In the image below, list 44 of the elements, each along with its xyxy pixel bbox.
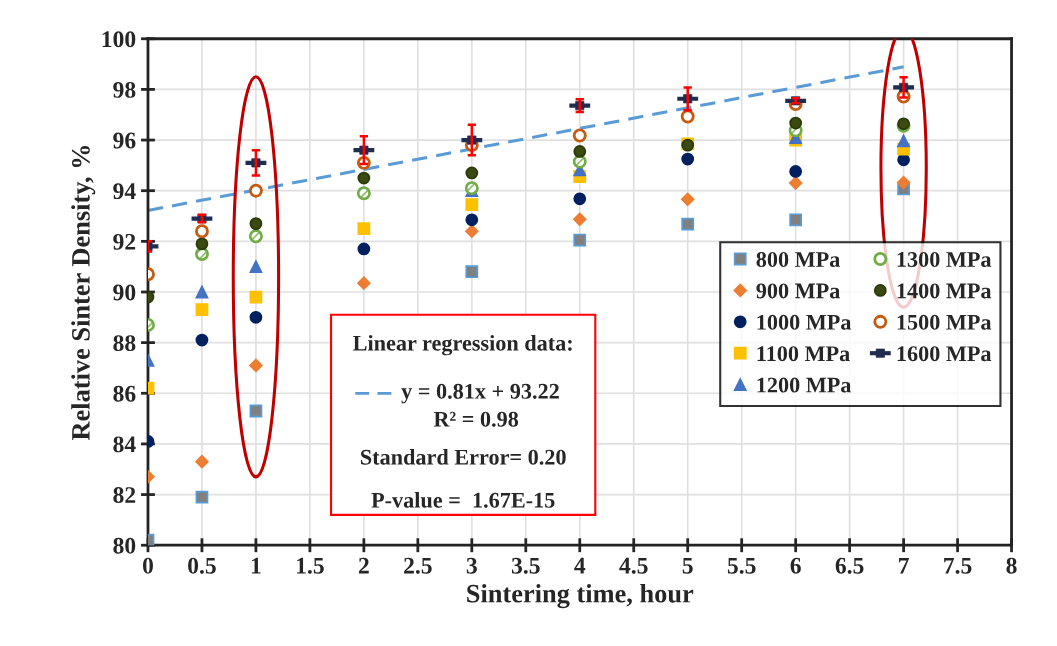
legend-label: 1500 MPa xyxy=(897,314,992,330)
y-axis-title: Relative Sinter Density, % xyxy=(71,145,96,441)
y-tick-label: 90 xyxy=(113,284,136,301)
y-tick-label: 86 xyxy=(113,385,136,402)
x-tick-label: 4.5 xyxy=(619,557,648,574)
legend-label: 800 MPa xyxy=(756,251,840,267)
x-tick-label: 2 xyxy=(358,557,369,574)
y-tick-label: 84 xyxy=(113,436,136,453)
legend-label: 1100 MPa xyxy=(757,346,850,362)
y-tick-label: 96 xyxy=(113,132,136,149)
x-tick-label: 0.5 xyxy=(188,557,216,574)
annotation: R² = 0.98 xyxy=(433,411,519,427)
annotation: y = 0.81x + 93.22 xyxy=(401,383,559,404)
x-tick-label: 2.5 xyxy=(404,557,432,574)
annotation: Linear regression data: xyxy=(353,335,572,356)
annotation: P-value = 1.67E-15 xyxy=(371,492,555,508)
y-tick-label: 100 xyxy=(102,31,136,48)
x-tick-label: 1.5 xyxy=(297,557,324,574)
y-tick-label: 80 xyxy=(113,537,136,554)
legend-label: 1300 MPa xyxy=(897,251,992,267)
x-tick-label: 5 xyxy=(682,557,693,574)
legend-label: 1000 MPa xyxy=(757,314,852,330)
legend-label: 1600 MPa xyxy=(897,346,992,362)
x-tick-label: 0 xyxy=(142,557,153,574)
x-tick-label: 8 xyxy=(1006,557,1017,574)
legend-label: 1400 MPa xyxy=(897,283,992,299)
y-tick-label: 92 xyxy=(113,233,136,250)
y-tick-label: 98 xyxy=(113,81,136,98)
x-tick-label: 6 xyxy=(790,557,801,574)
x-tick-label: 7.5 xyxy=(944,557,972,574)
y-tick-label: 88 xyxy=(113,335,136,352)
legend-label: 1200 MPa xyxy=(757,377,852,393)
y-tick-label: 82 xyxy=(113,487,136,503)
y-tick-label: 94 xyxy=(113,183,136,200)
x-axis-title: Sintering time, hour xyxy=(467,584,694,609)
x-tick-label: 7 xyxy=(899,557,909,574)
x-tick-label: 3.5 xyxy=(511,557,540,574)
x-tick-label: 3 xyxy=(466,557,477,574)
x-tick-label: 5.5 xyxy=(727,557,756,574)
annotation: Standard Error= 0.20 xyxy=(361,449,566,465)
legend-label: 900 MPa xyxy=(756,283,840,299)
x-tick-label: 6.5 xyxy=(835,557,864,574)
x-tick-label: 4 xyxy=(574,557,586,574)
x-tick-label: 1 xyxy=(251,557,261,574)
